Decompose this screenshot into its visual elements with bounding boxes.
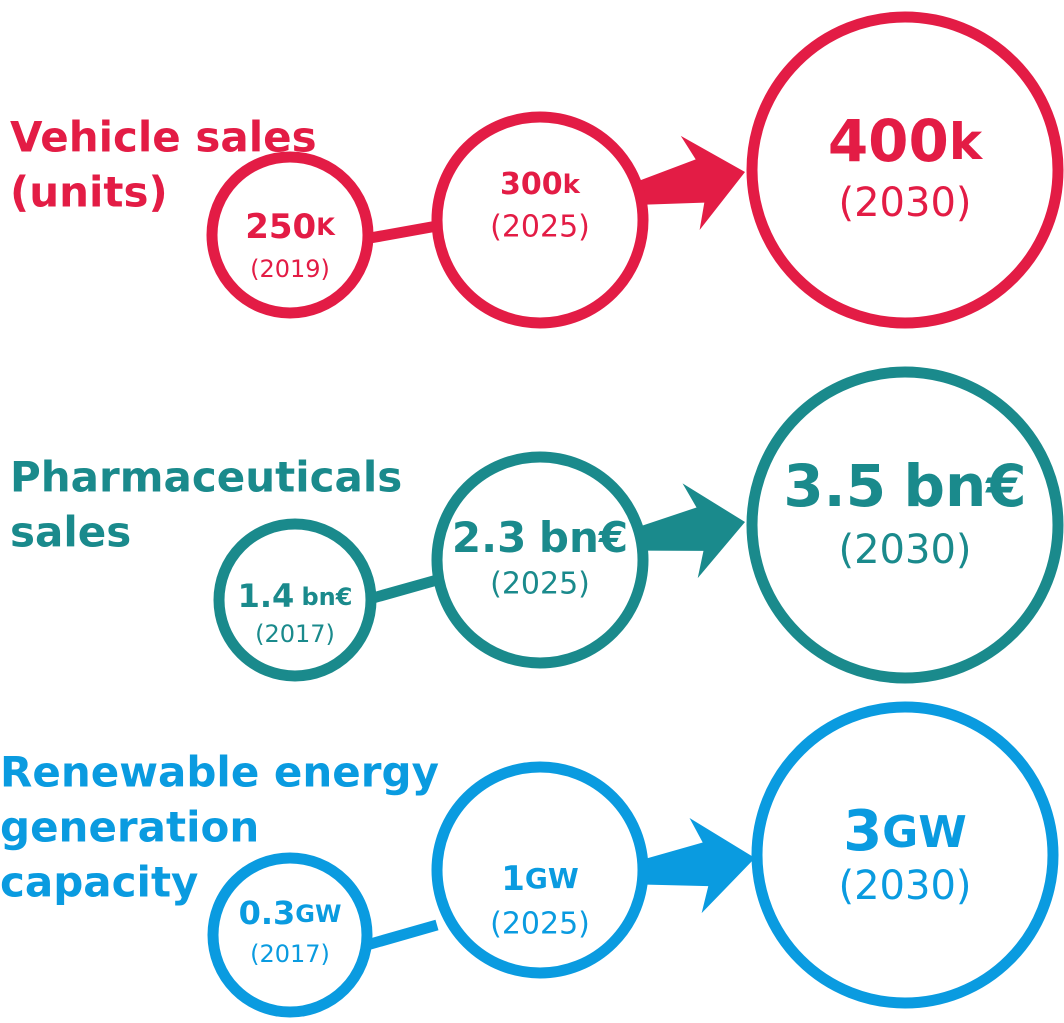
circle (746, 11, 1064, 329)
node-year: (2030) (838, 180, 971, 226)
node-value: 1GW (501, 859, 579, 899)
node-value: 300k (500, 167, 581, 202)
arrow (638, 483, 745, 579)
node-value: 400k (828, 107, 984, 175)
connector (365, 919, 439, 951)
node-value: 250K (245, 207, 336, 247)
circle (751, 701, 1059, 1009)
node-year: (2019) (250, 255, 330, 283)
row-title: capacity (0, 858, 198, 907)
arrow (637, 135, 745, 231)
node-year: (2030) (838, 527, 971, 573)
node-value: 3.5 bn€ (783, 452, 1026, 520)
circle (206, 151, 374, 319)
node-year: (2017) (255, 620, 335, 648)
arrow (638, 817, 755, 914)
unit: K (316, 213, 336, 241)
unit: GW (525, 862, 579, 895)
row-title: Renewable energy (0, 748, 439, 797)
node-year: (2025) (490, 210, 590, 245)
node-year: (2030) (838, 863, 971, 909)
value: 3.5 (783, 452, 886, 520)
circle (746, 366, 1064, 684)
value: 0.3 (239, 894, 296, 932)
unit: k (563, 170, 581, 200)
value: 300 (500, 167, 563, 202)
node-value: 0.3GW (239, 894, 342, 932)
connector (371, 574, 439, 604)
node-year: (2025) (490, 567, 590, 602)
circle (431, 761, 649, 979)
circle (207, 852, 373, 1018)
row-title: sales (10, 508, 131, 557)
circle (213, 518, 377, 682)
connector (369, 220, 438, 244)
node-year: (2017) (250, 940, 330, 968)
node-value: 3GW (843, 799, 967, 864)
row: Renewable energygenerationcapacity0.3GW(… (0, 701, 1059, 1018)
unit: GW (295, 900, 341, 928)
value: 2.3 (452, 513, 526, 562)
value: 3 (843, 799, 882, 864)
value: 1 (501, 859, 525, 899)
row-title: (units) (10, 168, 168, 217)
node-value: 2.3 bn€ (452, 513, 628, 562)
circle (431, 451, 649, 669)
row: Vehicle sales(units)250K(2019)300k(2025)… (10, 11, 1064, 329)
row-title: Pharmaceuticals (10, 453, 402, 502)
unit: bn€ (301, 583, 352, 611)
row-title: generation (0, 803, 259, 852)
circle (431, 111, 649, 329)
unit: GW (882, 807, 967, 858)
value: 250 (245, 207, 316, 247)
unit: bn€ (539, 513, 628, 562)
value: 1.4 (238, 577, 295, 615)
row-title: Vehicle sales (10, 113, 317, 162)
node-year: (2025) (490, 907, 590, 942)
value: 400 (828, 107, 949, 175)
unit: k (949, 113, 984, 171)
node-value: 1.4 bn€ (238, 577, 353, 615)
unit: bn€ (903, 452, 1026, 520)
